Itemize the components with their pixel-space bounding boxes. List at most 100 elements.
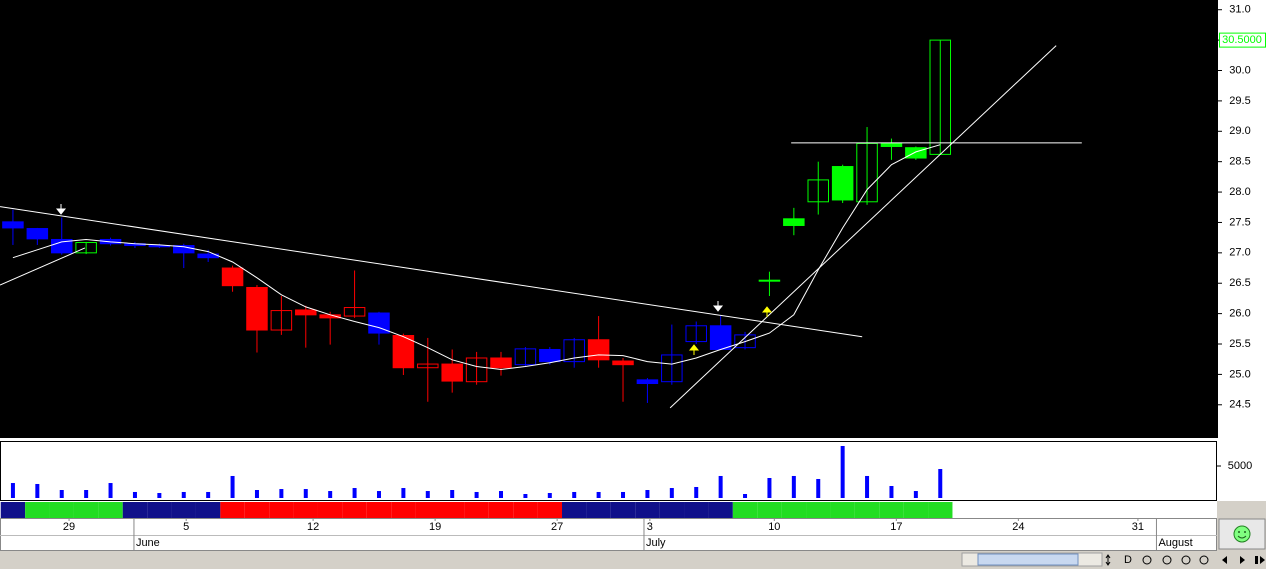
band-segment: [366, 502, 392, 518]
volume-bar: [352, 488, 357, 498]
band-segment: [879, 502, 904, 518]
y-tick-label: 29.0: [1229, 125, 1250, 137]
y-tick-label: 27.5: [1229, 216, 1250, 228]
trend-line: [0, 206, 863, 338]
candle-body: [856, 142, 878, 203]
band-segment: [708, 502, 733, 518]
volume-bar: [303, 489, 308, 498]
smiley-icon[interactable]: [1233, 525, 1251, 543]
y-tick-label: 5000: [1228, 460, 1252, 472]
volume-bar: [791, 475, 796, 498]
x-tick-label: 27: [551, 521, 563, 533]
volume-bar: [181, 491, 186, 498]
volume-bar: [743, 493, 748, 498]
volume-bar: [889, 485, 894, 498]
sync-button[interactable]: [1105, 554, 1111, 566]
scroll-end-button[interactable]: [1255, 556, 1265, 564]
scroll-right-button[interactable]: [1240, 556, 1245, 564]
candle-body: [392, 334, 415, 369]
band-segment: [73, 502, 99, 518]
volume-bar: [718, 475, 723, 498]
zoom-button[interactable]: [1142, 555, 1152, 565]
band-segment: [195, 502, 221, 518]
band-segment: [439, 502, 465, 518]
x-tick-label: 3: [647, 521, 653, 533]
volume-axis-panel: [1217, 441, 1266, 501]
volume-bar: [376, 491, 381, 498]
band-segment: [122, 502, 148, 518]
smiley-eye: [1244, 531, 1246, 533]
toolbar: [0, 551, 1266, 569]
scroll-left-button[interactable]: [1222, 556, 1227, 564]
volume-bar: [840, 445, 845, 498]
zoom-button[interactable]: [1162, 555, 1172, 565]
marks: 24.5 25.0 25.5 26.0 26.5 27.0 27.5 28.0 28.5 29.0…: [0, 4, 1266, 550]
candle-body: [905, 147, 927, 159]
candle-body: [612, 360, 634, 366]
volume-bar: [572, 491, 577, 498]
volume-bar: [157, 493, 162, 498]
band-segment: [513, 502, 538, 518]
month-tick-label: June: [136, 537, 160, 549]
volume-bar: [59, 489, 64, 498]
candle-body: [831, 166, 854, 201]
volume-bar: [767, 477, 772, 498]
volume-bar: [279, 489, 284, 498]
month-tick-label: July: [646, 537, 666, 549]
volume-bar: [10, 483, 15, 498]
trend-line: [0, 247, 86, 286]
candle-body: [490, 357, 512, 369]
volume-bar: [328, 491, 333, 498]
y-tick-label: 28.0: [1229, 186, 1250, 198]
x-tick-label: 29: [63, 521, 75, 533]
band-segment: [488, 502, 514, 518]
y-tick-label: 24.5: [1229, 399, 1250, 411]
band-segment: [464, 502, 489, 518]
panel-separator: [0, 438, 1266, 441]
volume-bar: [523, 493, 528, 498]
band-segment: [806, 502, 831, 518]
candle-body: [417, 363, 439, 369]
band-segment: [269, 502, 294, 518]
candle-body: [368, 312, 390, 334]
band-segment: [928, 502, 953, 518]
band-segment: [49, 502, 74, 518]
band-segment: [854, 502, 880, 518]
price-panel: [0, 0, 1217, 438]
candle-body: [685, 325, 707, 343]
volume-bar: [254, 489, 259, 498]
volume-bar: [669, 488, 674, 498]
volume-bar: [108, 483, 113, 498]
candle-body: [221, 267, 244, 287]
candle-body: [343, 307, 366, 317]
candle-body: [636, 379, 659, 385]
volume-bar: [645, 489, 650, 498]
y-tick-label: 27.0: [1229, 247, 1250, 259]
y-tick-label: 30.0: [1229, 64, 1250, 76]
trend-line: [669, 45, 1057, 409]
scrollbar-thumb[interactable]: [977, 553, 1079, 566]
y-tick-label: 26.0: [1229, 308, 1250, 320]
zoom-out-button[interactable]: [1181, 555, 1191, 565]
band-segment: [610, 502, 636, 518]
zoom-in-button[interactable]: [1199, 555, 1209, 565]
band-segment: [415, 502, 440, 518]
volume-bar: [132, 491, 137, 498]
volume-bar: [621, 491, 626, 498]
candle-body: [270, 310, 293, 331]
candle-body: [807, 179, 829, 203]
date-axis: [0, 518, 1217, 551]
candle-body: [783, 218, 805, 226]
y-tick-label: 26.5: [1229, 277, 1250, 289]
volume-bar: [913, 491, 918, 498]
band-segment: [171, 502, 196, 518]
volume-bar: [694, 486, 699, 498]
toolbar-label[interactable]: D: [1124, 554, 1132, 566]
last-price-label: 30.5000: [1222, 34, 1262, 46]
x-tick-label: 31: [1132, 521, 1144, 533]
volume-bar: [938, 469, 943, 498]
y-tick-label: 31.0: [1229, 4, 1250, 16]
band-segment: [757, 502, 782, 518]
signal-arrow-down: [55, 204, 67, 215]
band-segment: [293, 502, 318, 518]
